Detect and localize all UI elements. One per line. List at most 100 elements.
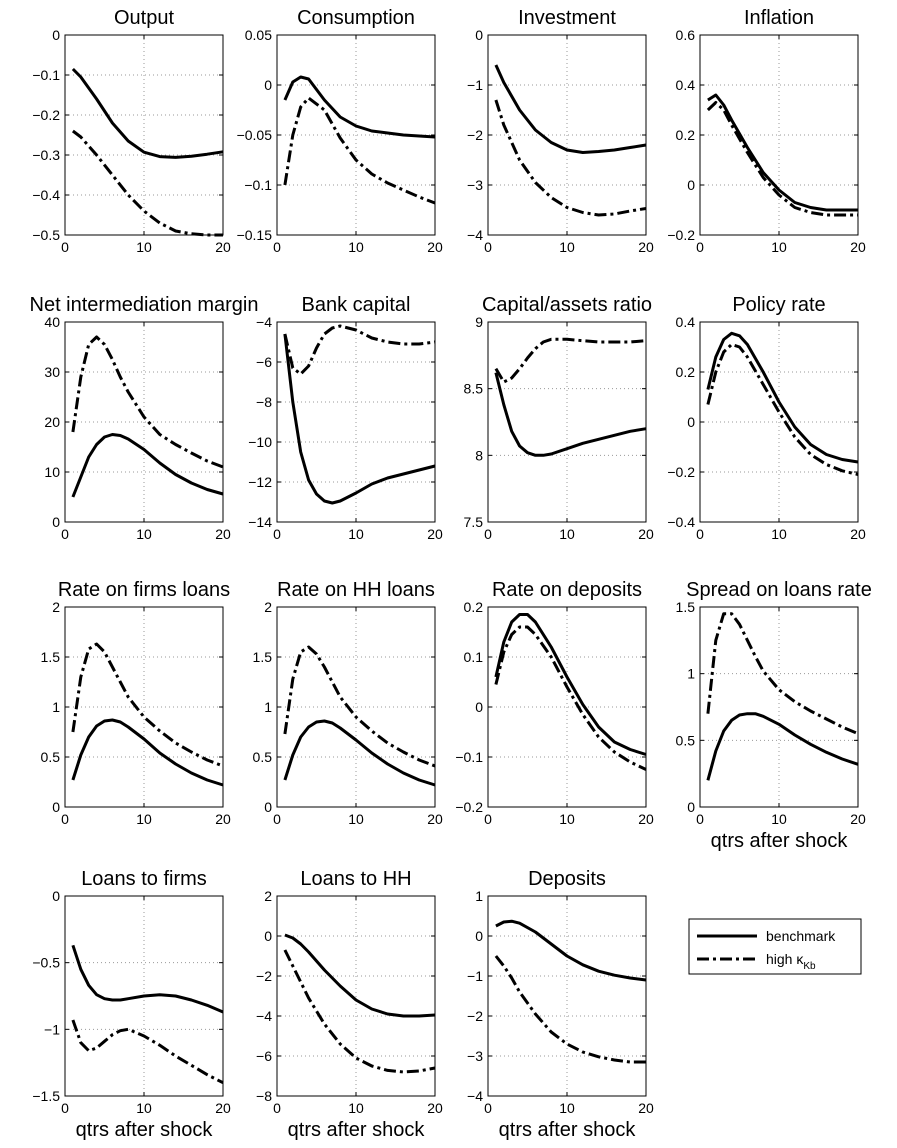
- panel-output: 0 10 20 −0.5 −0.4 −0.3 −0.2 −0.1 0 Output: [32, 7, 231, 255]
- y-tick-label: 10: [44, 464, 60, 480]
- series-line-benchmark: [283, 333, 436, 505]
- y-tick-label: 0: [475, 928, 483, 944]
- y-tick-label: −3: [467, 177, 483, 193]
- x-tick-label: 20: [215, 239, 231, 255]
- x-tick-label: 0: [61, 811, 69, 827]
- x-tick-label: 20: [427, 526, 443, 542]
- y-tick-label: 0: [687, 414, 695, 430]
- y-tick-label: −14: [248, 514, 272, 530]
- y-tick-label: 0: [264, 928, 272, 944]
- y-tick-label: −3: [467, 1048, 483, 1064]
- y-tick-label: 0: [52, 799, 60, 815]
- panel-title: Inflation: [744, 7, 814, 29]
- series-line-high-kappa-kb: [71, 129, 223, 237]
- x-tick-label: 20: [638, 526, 654, 542]
- x-tick-label: 10: [348, 811, 364, 827]
- y-tick-label: 0: [475, 27, 483, 43]
- series-line-high-kappa-kb: [283, 949, 436, 1074]
- y-tick-label: −4: [467, 227, 483, 243]
- x-tick-label: 20: [427, 1100, 443, 1116]
- panel-title: Bank capital: [302, 294, 411, 316]
- y-tick-label: 20: [44, 414, 60, 430]
- series-line-high-kappa-kb: [494, 99, 647, 217]
- panel-policy-rate: 0 10 20 −0.4 −0.2 0 0.2 0.4 Policy rate: [667, 294, 866, 542]
- x-tick-label: 0: [273, 1100, 281, 1116]
- y-tick-label: 1: [475, 888, 483, 904]
- legend-box: [688, 918, 862, 975]
- panel-loans-to-hh: 0 10 20 −8 −6 −4 −2 0 2 Loans to HH qtrs after sho…: [256, 868, 443, 1141]
- y-tick-label: −0.4: [667, 514, 695, 530]
- series-line-benchmark: [706, 712, 859, 781]
- x-axis-label: qtrs after shock: [499, 1119, 637, 1141]
- x-tick-label: 0: [61, 1100, 69, 1116]
- panel-title: Net intermediation margin: [30, 294, 259, 316]
- x-tick-label: 0: [484, 239, 492, 255]
- x-tick-label: 10: [136, 811, 152, 827]
- legend-label-text: high κ: [766, 951, 804, 967]
- y-tick-label: −1: [467, 968, 483, 984]
- x-tick-label: 20: [215, 526, 231, 542]
- legend-label-high-kappa: high κKb: [766, 951, 816, 972]
- y-tick-label: 0.5: [253, 749, 273, 765]
- y-tick-label: −4: [467, 1088, 483, 1104]
- y-tick-label: −12: [248, 474, 272, 490]
- y-tick-label: 0.6: [676, 27, 696, 43]
- x-tick-label: 10: [559, 239, 575, 255]
- x-tick-label: 10: [348, 526, 364, 542]
- y-tick-label: −0.5: [32, 955, 60, 971]
- y-tick-label: 0: [687, 799, 695, 815]
- y-tick-label: −0.2: [667, 227, 695, 243]
- legend-label-benchmark: benchmark: [766, 928, 836, 944]
- panel-loans-to-firms: 0 10 20 −1.5 −1 −0.5 0 Loans to firms qtrs after…: [32, 868, 231, 1141]
- y-tick-label: −4: [256, 1008, 272, 1024]
- panel-investment: 0 10 20 −4 −3 −2 −1 0 Investment: [467, 7, 654, 255]
- x-tick-label: 10: [559, 811, 575, 827]
- x-tick-label: 10: [559, 1100, 575, 1116]
- y-tick-label: −1: [44, 1021, 60, 1037]
- x-tick-label: 20: [215, 811, 231, 827]
- series-line-high-kappa-kb: [283, 96, 436, 205]
- y-tick-label: 8.5: [464, 381, 484, 397]
- panel-title: Rate on firms loans: [58, 579, 230, 601]
- x-tick-label: 20: [850, 811, 866, 827]
- panel-title: Capital/assets ratio: [482, 294, 652, 316]
- legend: benchmark high κKb: [688, 918, 862, 975]
- y-tick-label: 8: [475, 447, 483, 463]
- series-line-benchmark: [494, 613, 647, 756]
- y-tick-label: 0: [52, 888, 60, 904]
- y-tick-label: −0.3: [32, 147, 60, 163]
- x-tick-label: 0: [484, 526, 492, 542]
- panel-title: Consumption: [297, 7, 415, 29]
- x-tick-label: 0: [273, 526, 281, 542]
- series-line-high-kappa-kb: [494, 337, 647, 384]
- y-tick-label: −1: [467, 77, 483, 93]
- y-tick-label: 7.5: [464, 514, 484, 530]
- series-line-benchmark: [284, 933, 436, 1018]
- panel-consumption: 0 10 20 −0.15 −0.1 −0.05 0 0.05 Consumption: [237, 7, 443, 255]
- series-line-benchmark: [71, 433, 224, 498]
- x-tick-label: 10: [771, 811, 787, 827]
- y-tick-label: 30: [44, 364, 60, 380]
- panel-rate-on-hh-loans: 0 10 20 0 0.5 1 1.5 2 Rate on HH loans: [253, 579, 443, 827]
- x-tick-label: 20: [638, 239, 654, 255]
- panel-title: Rate on deposits: [492, 579, 642, 601]
- x-tick-label: 10: [136, 1100, 152, 1116]
- series-line-high-kappa-kb: [494, 625, 647, 771]
- y-tick-label: −1.5: [32, 1088, 60, 1104]
- series-line-high-kappa-kb: [706, 343, 859, 476]
- series-line-high-kappa-kb: [71, 642, 224, 768]
- series-line-high-kappa-kb: [706, 612, 859, 736]
- x-tick-label: 20: [427, 811, 443, 827]
- y-tick-label: 2: [264, 599, 272, 615]
- x-tick-label: 0: [696, 239, 704, 255]
- series-line-benchmark: [706, 331, 859, 464]
- x-tick-label: 0: [273, 811, 281, 827]
- series-line-benchmark: [707, 93, 858, 212]
- y-tick-label: −0.2: [32, 107, 60, 123]
- panel-title: Spread on loans rate: [686, 579, 872, 601]
- y-tick-label: 2: [264, 888, 272, 904]
- x-tick-label: 10: [348, 1100, 364, 1116]
- y-tick-label: −0.2: [667, 464, 695, 480]
